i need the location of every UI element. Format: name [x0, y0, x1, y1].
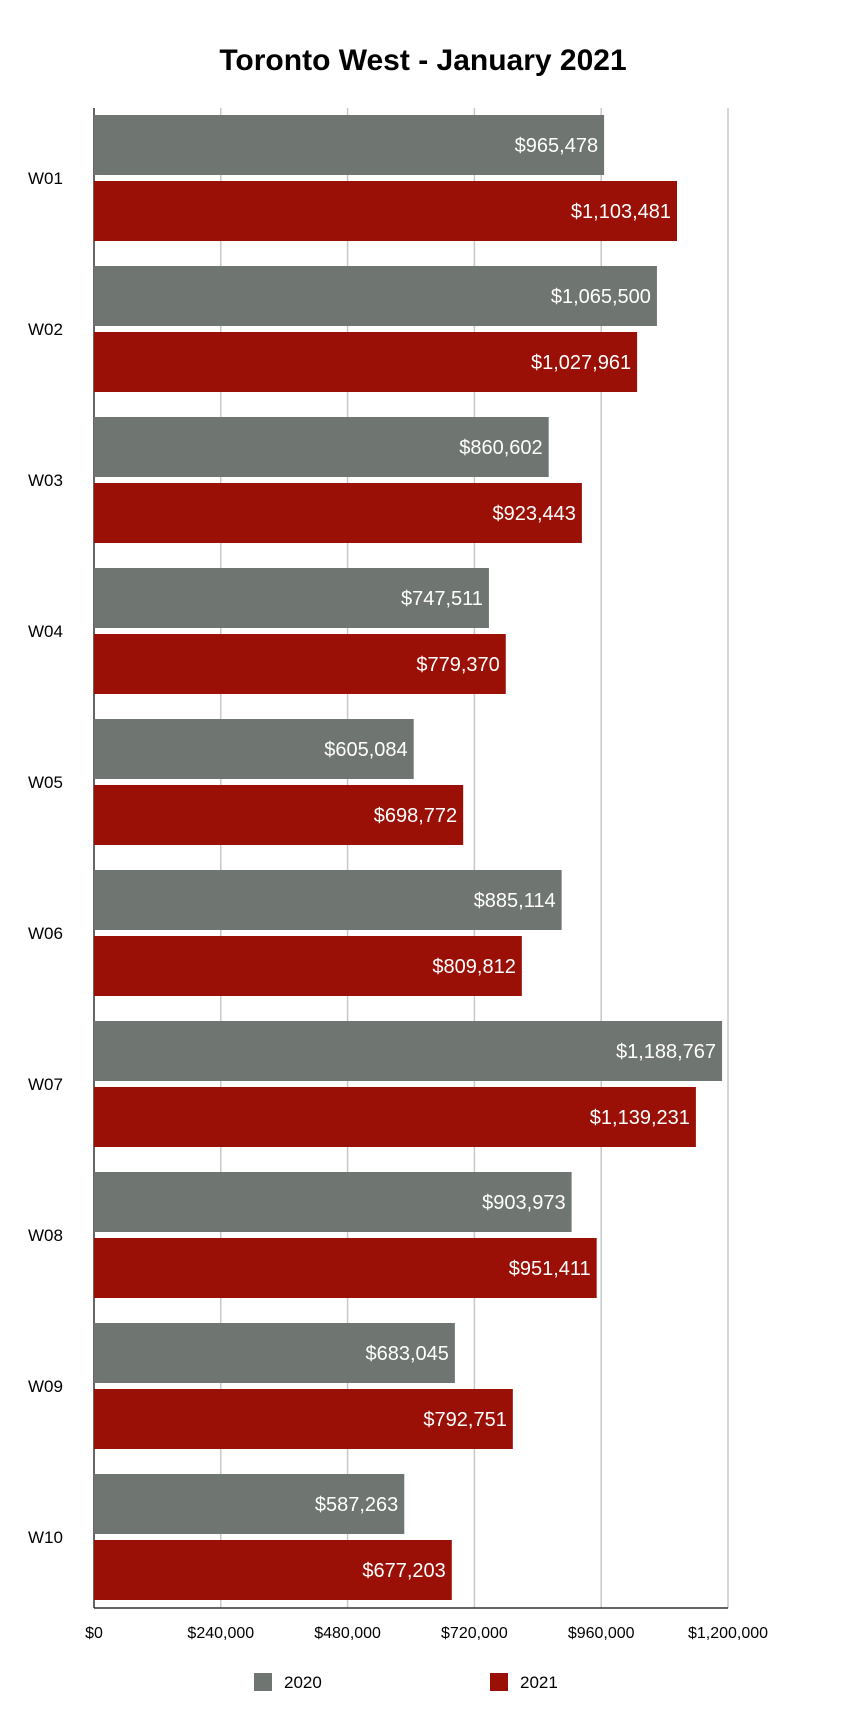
bar-2020-W05 [94, 719, 414, 779]
category-label: W07 [28, 1075, 63, 1094]
legend-swatch-2021 [490, 1673, 508, 1691]
data-label: $1,103,481 [571, 201, 671, 223]
legend-label: 2020 [284, 1673, 322, 1692]
bar-2020-W02 [94, 266, 657, 326]
category-label: W09 [28, 1377, 63, 1396]
bar-2021-W04 [94, 634, 506, 694]
data-label: $1,027,961 [531, 352, 631, 374]
data-label: $1,188,767 [616, 1041, 716, 1063]
bar-2020-W09 [94, 1323, 455, 1383]
bar-2020-W06 [94, 870, 562, 930]
category-label: W05 [28, 773, 63, 792]
category-label: W02 [28, 320, 63, 339]
bar-2021-W08 [94, 1238, 597, 1298]
data-label: $965,478 [515, 135, 598, 157]
data-label: $683,045 [365, 1343, 448, 1365]
bar-2021-W02 [94, 332, 638, 392]
bar-2021-W07 [94, 1087, 696, 1147]
bar-2021-W03 [94, 483, 582, 543]
legend-swatch-2020 [254, 1673, 272, 1691]
bar-2020-W07 [94, 1021, 723, 1081]
bar-2021-W01 [94, 181, 678, 241]
data-label: $809,812 [432, 956, 515, 978]
chart-title: Toronto West - January 2021 [219, 44, 626, 77]
data-label: $792,751 [423, 1409, 506, 1431]
data-label: $698,772 [374, 805, 457, 827]
category-label: W08 [28, 1226, 63, 1245]
bar-2020-W08 [94, 1172, 572, 1232]
x-axis-tick-labels: $0 $240,000 $480,000 $720,000 $960,000 $1,200… [85, 1625, 768, 1642]
data-label: $903,973 [482, 1192, 565, 1214]
data-label: $951,411 [509, 1258, 591, 1280]
category-label: W04 [28, 622, 63, 641]
data-label: $1,139,231 [590, 1107, 690, 1129]
bar-2020-W01 [94, 115, 605, 175]
data-label: $779,370 [416, 654, 499, 676]
bar-2021-W06 [94, 936, 522, 996]
data-label: $747,511 [401, 588, 483, 610]
x-tick-label: $720,000 [441, 1625, 508, 1642]
x-tick-label: $1,200,000 [688, 1625, 768, 1642]
x-tick-label: $240,000 [187, 1625, 254, 1642]
data-label: $923,443 [492, 503, 575, 525]
legend-label: 2021 [520, 1673, 558, 1692]
data-label: $605,084 [324, 739, 407, 761]
bar-2020-W04 [94, 568, 489, 628]
data-label: $587,263 [315, 1494, 398, 1516]
x-tick-label: $0 [85, 1625, 103, 1642]
category-label: W06 [28, 924, 63, 943]
bar-2021-W10 [94, 1540, 452, 1600]
data-label: $1,065,500 [551, 286, 651, 308]
bars: $965,478 $1,103,481 $1,065,500 $1,027,961 $8… [94, 115, 723, 1600]
data-label: $677,203 [362, 1560, 445, 1582]
bar-2021-W05 [94, 785, 464, 845]
x-tick-label: $960,000 [568, 1625, 635, 1642]
bar-2020-W10 [94, 1474, 405, 1534]
bar-2020-W03 [94, 417, 549, 477]
category-label: W01 [28, 169, 63, 188]
category-label: W10 [28, 1528, 63, 1547]
category-label: W03 [28, 471, 63, 490]
legend: 2020 2021 [254, 1673, 558, 1692]
x-tick-label: $480,000 [314, 1625, 381, 1642]
bar-2021-W09 [94, 1389, 513, 1449]
category-labels: W01 W02 W03 W04 W05 W06 W07 W08 W09 W10 [28, 169, 63, 1547]
data-label: $885,114 [474, 890, 556, 912]
data-label: $860,602 [459, 437, 542, 459]
